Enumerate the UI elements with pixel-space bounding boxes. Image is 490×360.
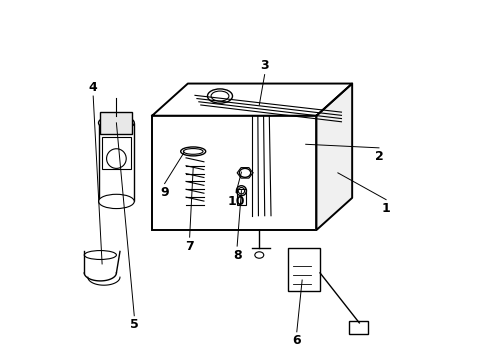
- Text: 10: 10: [227, 195, 245, 208]
- Ellipse shape: [238, 188, 245, 194]
- Bar: [288, 248, 320, 291]
- Ellipse shape: [239, 168, 251, 177]
- Text: 4: 4: [89, 81, 98, 94]
- Text: 5: 5: [130, 318, 139, 331]
- Ellipse shape: [98, 116, 134, 130]
- Bar: [152, 116, 317, 230]
- Ellipse shape: [181, 147, 206, 156]
- Ellipse shape: [98, 194, 134, 208]
- Ellipse shape: [211, 91, 229, 101]
- Text: 2: 2: [374, 150, 383, 163]
- Polygon shape: [317, 84, 352, 230]
- Text: 9: 9: [160, 186, 169, 199]
- Text: 8: 8: [233, 248, 242, 261]
- Ellipse shape: [207, 89, 232, 103]
- Ellipse shape: [255, 252, 264, 258]
- Text: 1: 1: [382, 202, 391, 215]
- Text: 7: 7: [185, 240, 194, 253]
- Ellipse shape: [107, 149, 126, 168]
- Ellipse shape: [84, 251, 117, 260]
- Text: 3: 3: [260, 59, 269, 72]
- Bar: [348, 321, 368, 334]
- Ellipse shape: [183, 149, 203, 154]
- Ellipse shape: [237, 186, 246, 196]
- Bar: [237, 189, 245, 205]
- Polygon shape: [152, 84, 352, 116]
- Text: 6: 6: [293, 334, 301, 347]
- Bar: [100, 112, 132, 134]
- Bar: [102, 137, 131, 169]
- Bar: [98, 123, 134, 202]
